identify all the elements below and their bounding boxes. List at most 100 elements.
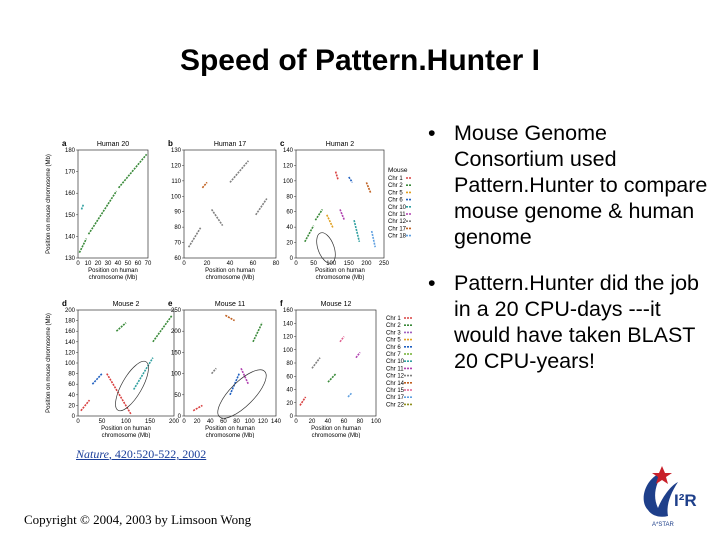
alignment-segment: [91, 373, 103, 385]
y-tick-label: 100: [283, 348, 294, 354]
highlight-ellipse: [115, 360, 149, 412]
legend-label: Chr 2: [386, 323, 401, 329]
y-tick-label: 90: [174, 210, 181, 216]
x-tick-label: 20: [204, 261, 211, 267]
legend-label: Chr 15: [386, 388, 405, 394]
alignment-segment: [87, 190, 118, 235]
x-tick-label: 20: [194, 419, 201, 425]
y-tick-label: 170: [65, 170, 76, 176]
panel-title: Mouse 2: [113, 301, 140, 308]
legend-label: Chr 22: [386, 402, 405, 408]
bullet-text: Mouse Genome Consortium used Pattern.Hun…: [454, 121, 708, 249]
x-tick-label: 80: [273, 261, 280, 267]
y-axis-label: Position on mouse chromosome (Mb): [46, 313, 52, 413]
panel-frame: [183, 309, 277, 417]
alignment-segment: [355, 351, 361, 359]
bullet-item: • Pattern.Hunter did the job in a 20 CPU…: [422, 270, 712, 374]
bullet-item: • Mouse Genome Consortium used Pattern.H…: [422, 120, 712, 250]
highlight-ellipse: [217, 369, 267, 419]
alignment-segment: [304, 225, 315, 243]
x-tick-label: 40: [207, 419, 214, 425]
y-tick-label: 20: [68, 403, 75, 409]
y-tick-label: 60: [286, 374, 293, 380]
x-axis-label: chromosome (Mb): [316, 275, 365, 281]
y-tick-label: 0: [72, 414, 76, 420]
x-tick-label: 20: [309, 419, 316, 425]
y-tick-label: 140: [65, 340, 76, 346]
legend-label: Chr 1: [386, 316, 401, 322]
citation[interactable]: Nature, 420:520-522, 2002: [76, 447, 206, 462]
x-axis-label: chromosome (Mb): [206, 275, 255, 281]
x-tick-label: 100: [326, 261, 337, 267]
y-tick-label: 80: [174, 225, 181, 231]
y-tick-label: 140: [283, 148, 294, 154]
alignment-segment: [299, 396, 307, 406]
alignment-segment: [311, 357, 321, 369]
astar-i2r-logo: I²R A*STAR: [628, 462, 708, 532]
x-tick-label: 100: [371, 419, 382, 425]
panel-letter: b: [168, 139, 173, 148]
alignment-segment: [210, 367, 217, 375]
alignment-segment: [106, 373, 132, 415]
panel-letter: e: [168, 299, 173, 308]
alignment-segment: [229, 160, 250, 183]
citation-journal[interactable]: Nature: [76, 447, 109, 461]
legend-label: Chr 5: [386, 338, 401, 344]
y-tick-label: 100: [283, 179, 294, 185]
x-axis-label: Position on human: [88, 268, 138, 274]
y-tick-label: 0: [290, 256, 294, 262]
panel-frame: [295, 149, 385, 259]
x-tick-label: 60: [341, 419, 348, 425]
x-tick-label: 0: [182, 419, 186, 425]
y-tick-label: 20: [286, 241, 293, 247]
panel-title: Mouse 12: [321, 301, 352, 308]
alignment-segment: [152, 314, 173, 343]
y-axis-label: Position on mouse chromosome (Mb): [46, 154, 52, 254]
legend-label: Chr 14: [386, 381, 405, 387]
x-axis-label: chromosome (Mb): [312, 433, 361, 438]
x-tick-label: 200: [361, 261, 372, 267]
y-tick-label: 250: [171, 308, 182, 314]
alignment-segment: [210, 208, 224, 227]
y-tick-label: 150: [65, 213, 76, 219]
alignment-segment: [192, 404, 203, 412]
alignment-segment: [326, 214, 334, 229]
x-tick-label: 140: [271, 419, 282, 425]
legend-label: Chr 18: [388, 234, 407, 240]
x-axis-label: Position on human: [315, 268, 365, 274]
x-tick-label: 250: [379, 261, 390, 267]
y-tick-label: 100: [171, 372, 182, 378]
x-tick-label: 80: [233, 419, 240, 425]
citation-ref[interactable]: , 420:520-522, 2002: [108, 447, 207, 461]
panel-frame: [77, 309, 175, 417]
x-tick-label: 40: [325, 419, 332, 425]
panel-frame: [295, 309, 377, 417]
y-tick-label: 20: [286, 401, 293, 407]
x-axis-label: chromosome (Mb): [102, 433, 151, 438]
bullet-icon: •: [428, 121, 436, 145]
legend-label: Chr 6: [388, 198, 403, 204]
y-tick-label: 160: [65, 191, 76, 197]
x-tick-label: 20: [95, 261, 102, 267]
y-tick-label: 130: [65, 256, 76, 262]
x-axis-label: chromosome (Mb): [89, 275, 138, 281]
legend-title: Mouse: [388, 167, 408, 174]
y-tick-label: 80: [286, 361, 293, 367]
panel-title: Human 17: [214, 141, 246, 148]
x-tick-label: 60: [135, 261, 142, 267]
y-tick-label: 130: [171, 148, 182, 154]
alignment-segment: [187, 227, 202, 248]
x-tick-label: 60: [250, 261, 257, 267]
logo-icon: I²R A*STAR: [643, 466, 697, 528]
panel-letter: d: [62, 299, 67, 308]
y-tick-label: 200: [171, 329, 182, 335]
legend-label: Chr 3: [386, 330, 401, 336]
alignment-segment: [252, 322, 263, 343]
legend-label: Chr 7: [386, 352, 401, 358]
alignment-segment: [255, 198, 268, 216]
x-tick-label: 0: [76, 419, 80, 425]
x-axis-label: chromosome (Mb): [206, 433, 255, 438]
y-tick-label: 150: [171, 350, 182, 356]
alignment-segment: [327, 373, 337, 383]
